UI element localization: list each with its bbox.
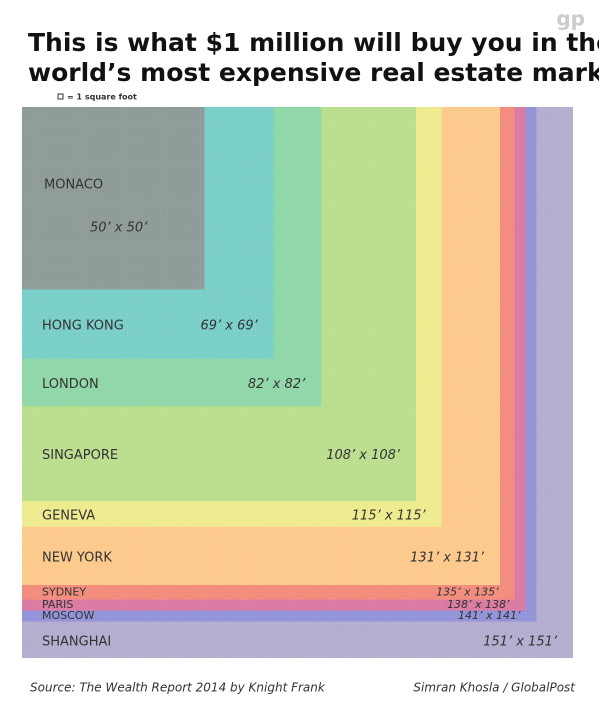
city-label: PARIS xyxy=(42,598,73,611)
size-label: 50’ x 50’ xyxy=(90,221,148,236)
chart-title: world’s most expensive real estate marke… xyxy=(28,58,599,87)
city-label: SINGAPORE xyxy=(42,448,118,463)
size-label: 82’ x 82’ xyxy=(248,377,306,392)
credit: Simran Khosla / GlobalPost xyxy=(413,681,576,695)
city-label: GENEVA xyxy=(42,508,95,523)
size-label: 115’ x 115’ xyxy=(352,508,427,523)
size-label: 131’ x 131’ xyxy=(410,550,485,565)
grid-overlay xyxy=(22,107,573,658)
city-label: LONDON xyxy=(42,377,99,392)
city-label: HONG KONG xyxy=(42,319,124,334)
size-label: 138’ x 138’ xyxy=(447,598,510,611)
size-label: 141’ x 141’ xyxy=(458,609,521,622)
size-label: 108’ x 108’ xyxy=(326,448,401,463)
logo: gp xyxy=(556,7,585,31)
city-label: NEW YORK xyxy=(42,550,112,565)
chart-title: This is what $1 million will buy you in … xyxy=(28,28,599,57)
size-label: 135’ x 135’ xyxy=(436,585,499,598)
size-label: 151’ x 151’ xyxy=(483,634,558,649)
city-label: MONACO xyxy=(44,178,103,193)
legend-note: = 1 square foot xyxy=(67,93,137,102)
city-label: SHANGHAI xyxy=(42,634,111,649)
size-label: 69’ x 69’ xyxy=(200,319,258,334)
city-label: SYDNEY xyxy=(42,585,86,598)
legend-swatch xyxy=(57,93,64,100)
squares: MONACO 50’ x 50’ HONG KONG 69’ x 69’ LONDON 8… xyxy=(22,107,573,658)
city-label: MOSCOW xyxy=(42,609,94,622)
source: Source: The Wealth Report 2014 by Knight… xyxy=(30,681,326,695)
